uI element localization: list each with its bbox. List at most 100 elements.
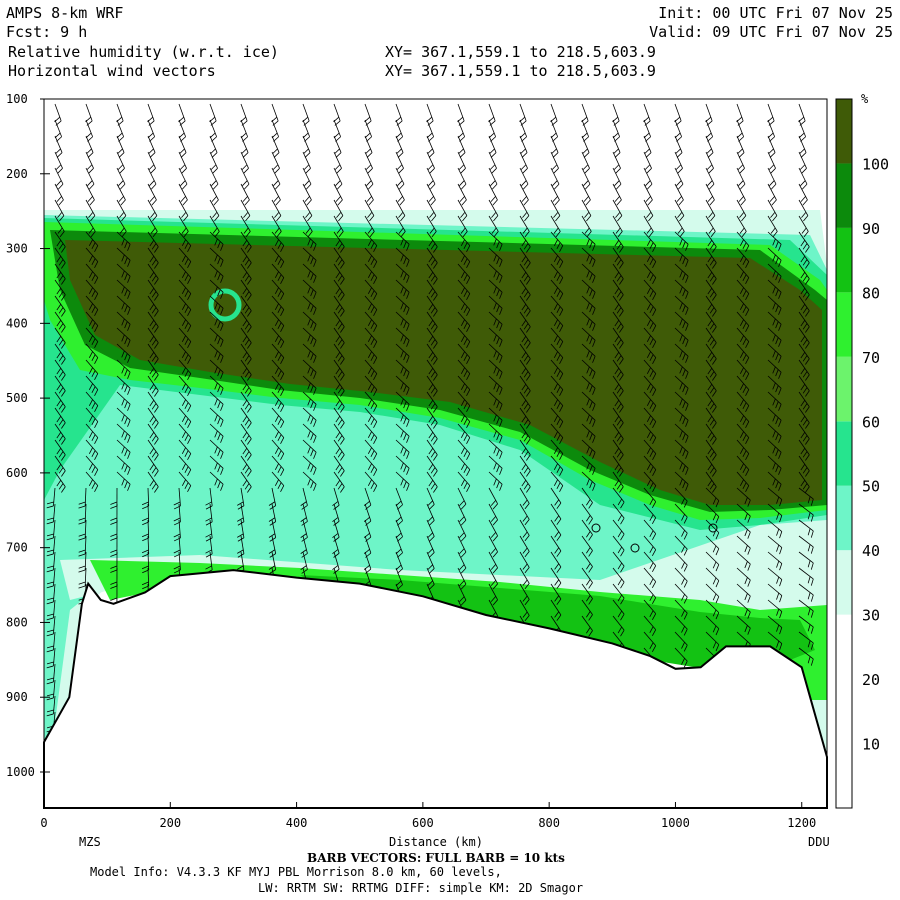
wind-barb-flag (619, 454, 624, 461)
wind-barb-flag (807, 512, 811, 520)
wind-barb-shaft (581, 183, 591, 201)
wind-barb-shaft (84, 487, 87, 506)
wind-barb-flag (584, 211, 590, 218)
wind-barb-shaft (147, 311, 159, 327)
wind-barb-flag (244, 275, 250, 282)
wind-barb-flag (679, 382, 683, 390)
wind-barb-flag (303, 164, 310, 171)
wind-barb-flag (619, 422, 624, 429)
wind-barb-flag (586, 515, 591, 522)
wind-barb-flag (428, 552, 435, 558)
wind-barb-shaft (798, 439, 810, 455)
wind-barb-flag (523, 355, 529, 362)
wind-barb-shaft (550, 183, 560, 201)
wind-barb-flag (745, 341, 750, 348)
wind-barb-flag (459, 516, 465, 522)
wind-barb-shaft (581, 359, 596, 373)
wind-barb-flag (646, 399, 651, 406)
wind-barb-flag (403, 273, 407, 281)
wind-barb-flag (775, 385, 779, 393)
wind-barb-flag (373, 389, 378, 396)
wind-barb-flag (709, 387, 715, 394)
wind-barb-flag (554, 499, 560, 506)
wind-barb-shaft (519, 167, 529, 185)
wind-barb-flag (643, 132, 650, 139)
wind-barb-flag (242, 196, 248, 202)
wind-barb-flag (181, 168, 187, 174)
wind-barb-flag (460, 415, 465, 422)
wind-barb-flag (91, 402, 96, 409)
wind-barb-flag (240, 132, 247, 139)
wind-barb-shaft (54, 391, 66, 407)
wind-barb-shaft (767, 263, 782, 277)
wind-barb-flag (400, 414, 404, 422)
wind-barb-flag (274, 303, 279, 310)
wind-barb-shaft (736, 615, 751, 629)
wind-barb-flag (46, 661, 54, 665)
wind-barb-shaft (302, 151, 311, 169)
wind-barb-shaft (736, 295, 750, 310)
wind-barb-flag (220, 404, 224, 411)
wind-barb-flag (460, 271, 465, 278)
wind-barb-shaft (209, 183, 219, 201)
wind-barb-flag (56, 288, 62, 295)
wind-barb-flag (800, 368, 806, 375)
wind-barb-shaft (705, 279, 717, 295)
wind-barb-flag (676, 180, 682, 186)
wind-barb-flag (492, 567, 498, 574)
wind-barb-flag (612, 132, 619, 139)
wind-barb-flag (493, 318, 497, 326)
wind-barb-flag (775, 369, 779, 377)
wind-barb-shaft (767, 151, 776, 169)
wind-barb-flag (88, 183, 95, 190)
wind-barb-flag (491, 183, 498, 190)
wind-barb-flag (340, 358, 345, 365)
wind-barb-flag (151, 483, 157, 490)
wind-barb-flag (646, 303, 651, 310)
wind-barb-flag (682, 465, 686, 473)
wind-barb-flag (205, 505, 213, 510)
wind-barb-flag (710, 231, 716, 238)
wind-barb-flag (559, 357, 564, 364)
wind-barb-flag (588, 566, 593, 573)
wind-barb-flag (274, 447, 279, 454)
wind-barb-flag (148, 164, 155, 171)
wind-barb-flag (583, 152, 590, 158)
wind-barb-flag (127, 372, 131, 379)
wind-barb-shaft (457, 583, 467, 601)
wind-barb-shaft (581, 263, 596, 277)
wind-barb-flag (460, 319, 465, 326)
wind-barb-flag (78, 501, 86, 505)
wind-barb-flag (244, 323, 250, 330)
wind-barb-flag (154, 438, 159, 445)
wind-barb-flag (583, 180, 589, 186)
wind-barb-flag (707, 320, 713, 327)
wind-barb-flag (707, 288, 713, 295)
wind-barb-shaft (798, 391, 810, 407)
wind-barb-flag (365, 164, 372, 171)
wind-barb-flag (744, 561, 748, 569)
wind-barb-flag (772, 366, 776, 374)
wind-barb-flag (553, 351, 558, 358)
wind-barb-flag (403, 321, 407, 329)
wind-barb-flag (91, 274, 96, 281)
wind-barb-flag (709, 451, 715, 458)
wind-barb-shaft (54, 295, 66, 311)
wind-barb-shaft (302, 535, 308, 554)
wind-barb-shaft (395, 215, 406, 232)
wind-barb-flag (242, 432, 248, 439)
wind-barb-flag (127, 308, 131, 315)
endpoint-right: DDU (808, 835, 830, 849)
wind-barb-flag (553, 415, 558, 422)
wind-barb-flag (220, 356, 224, 363)
wind-barb-flag (652, 469, 657, 476)
wind-barb-shaft (705, 375, 717, 391)
wind-barb-flag (583, 196, 589, 202)
wind-barb-flag (772, 231, 778, 238)
y-tick-label: 100 (6, 92, 28, 106)
wind-barb-flag (173, 565, 181, 570)
wind-barb-flag (370, 450, 375, 457)
wind-barb-flag (712, 545, 717, 553)
wind-barb-flag (614, 464, 620, 471)
wind-barb-flag (151, 243, 157, 250)
